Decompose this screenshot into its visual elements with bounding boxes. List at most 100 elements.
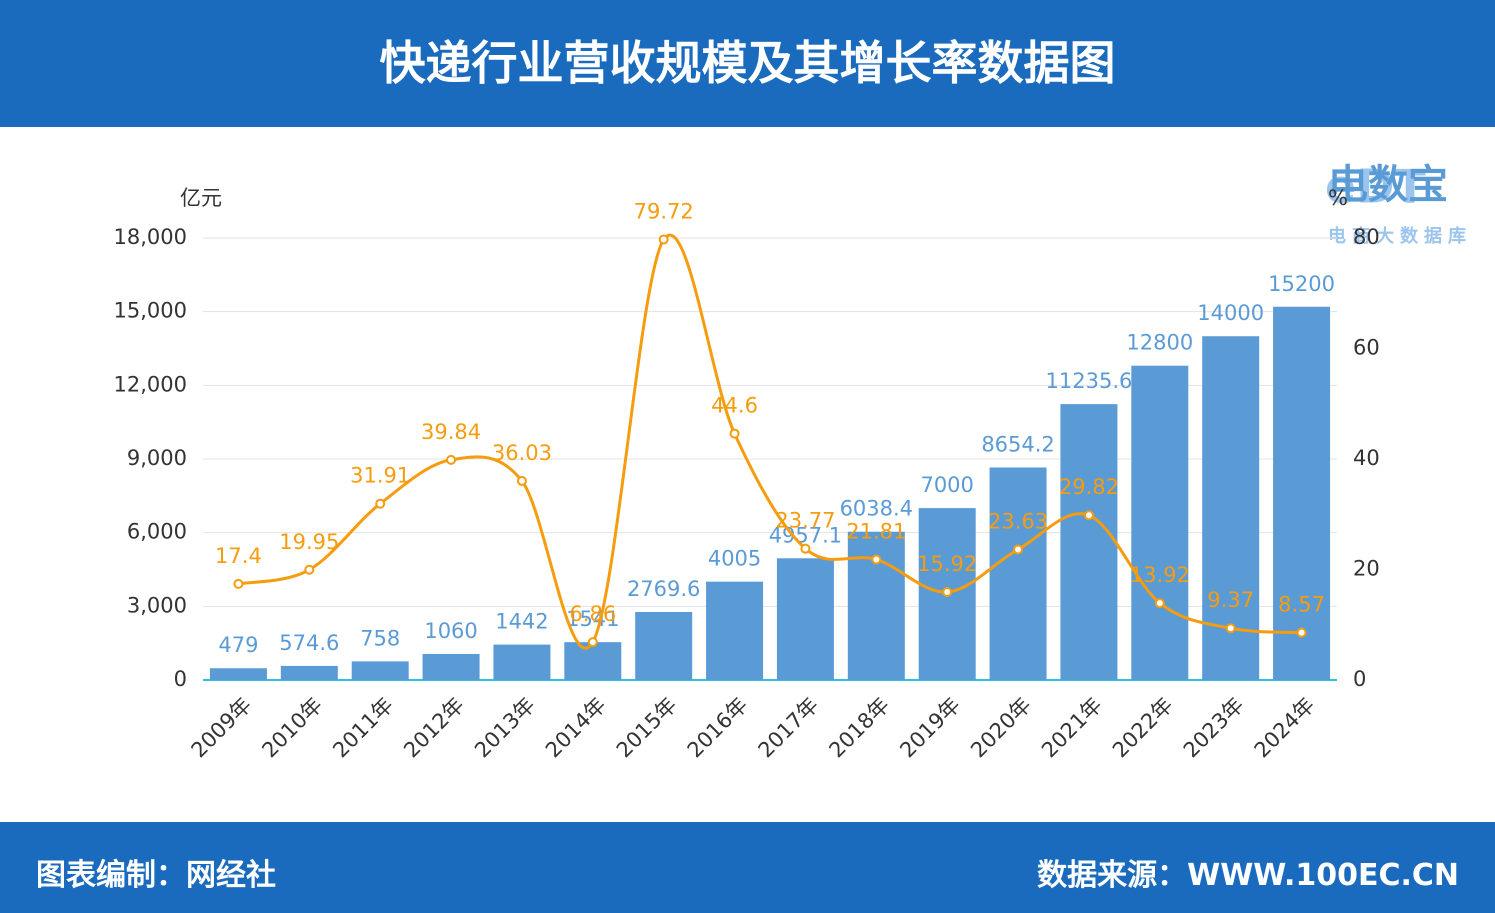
line-point — [304, 564, 315, 575]
bar — [209, 668, 267, 680]
line-point — [942, 587, 953, 598]
logo-mark: eDT — [1325, 160, 1426, 214]
logo-name: 电数宝 — [1328, 162, 1448, 208]
line-point — [233, 578, 244, 589]
y2-tick-label: 80 — [1353, 225, 1380, 249]
x-tick-label: 2023年 — [1179, 693, 1249, 763]
line-value-label: 23.77 — [775, 509, 835, 533]
x-tick-label: 2024年 — [1250, 693, 1320, 763]
y-axis-label: 亿元 — [180, 186, 222, 210]
line-value-label: 17.4 — [215, 544, 262, 568]
bar-value-label: 14000 — [1197, 301, 1264, 325]
x-tick-label: 2009年 — [187, 693, 257, 763]
x-tick-label: 2013年 — [470, 693, 540, 763]
bar — [280, 665, 338, 680]
bar-value-label: 1541 — [566, 607, 619, 631]
x-tick-label: 2020年 — [966, 693, 1036, 763]
bar-value-label: 4957.1 — [769, 523, 842, 547]
line-value-label: 13.92 — [1130, 563, 1190, 587]
x-tick-label: 2015年 — [612, 693, 682, 763]
line-value-label: 6.86 — [569, 602, 616, 626]
line-point — [1013, 544, 1024, 555]
bar-value-label: 4005 — [708, 547, 761, 571]
line-point — [1225, 623, 1236, 634]
x-tick-label: 2017年 — [754, 693, 824, 763]
x-tick-label: 2010年 — [257, 693, 327, 763]
line-value-label: 39.84 — [421, 420, 481, 444]
line-value-label: 15.92 — [917, 552, 977, 576]
line-point — [446, 454, 457, 465]
bar-value-label: 574.6 — [279, 631, 339, 655]
line-value-label: 31.91 — [350, 464, 410, 488]
footer-credit: 图表编制：网经社 — [36, 858, 276, 893]
line-value-label: 36.03 — [492, 441, 552, 465]
bar-value-label: 2769.6 — [627, 577, 700, 601]
y-tick-label: 3,000 — [127, 593, 187, 617]
bar-value-label: 11235.6 — [1046, 369, 1133, 393]
bar — [422, 653, 480, 680]
line-point — [1083, 510, 1094, 521]
x-tick-label: 2022年 — [1108, 693, 1178, 763]
y-tick-label: 9,000 — [127, 446, 187, 470]
line-point — [1154, 598, 1165, 609]
bar-value-label: 1060 — [424, 619, 477, 643]
line-point — [871, 554, 882, 565]
footer: 图表编制：网经社 数据来源：WWW.100EC.CN — [0, 822, 1495, 913]
bar-value-label: 1442 — [495, 610, 548, 634]
bar — [1131, 365, 1189, 680]
bar — [351, 661, 409, 680]
y-tick-label: 12,000 — [114, 372, 187, 396]
bar-value-label: 12800 — [1126, 331, 1193, 355]
x-tick-label: 2019年 — [895, 693, 965, 763]
y-tick-label: 18,000 — [114, 225, 187, 249]
x-tick-label: 2021年 — [1037, 693, 1107, 763]
x-tick-label: 2016年 — [683, 693, 753, 763]
bar-value-label: 15200 — [1268, 272, 1335, 296]
bar-value-label: 479 — [218, 633, 258, 657]
x-tick-label: 2014年 — [541, 693, 611, 763]
x-tick-label: 2011年 — [328, 693, 398, 763]
x-tick-label: 2018年 — [824, 693, 894, 763]
line-point — [729, 428, 740, 439]
line-point — [375, 498, 386, 509]
bar — [1202, 336, 1260, 680]
line-value-label: 21.81 — [846, 519, 906, 543]
line-value-label: 23.63 — [988, 509, 1048, 533]
line-value-label: 8.57 — [1278, 593, 1325, 617]
x-tick-label: 2012年 — [399, 693, 469, 763]
bar — [635, 611, 693, 680]
bar-value-label: 7000 — [920, 473, 973, 497]
y-tick-label: 0 — [174, 667, 187, 691]
y-tick-label: 6,000 — [127, 520, 187, 544]
y2-tick-label: 20 — [1353, 557, 1380, 581]
bar — [564, 642, 622, 680]
line-point — [658, 234, 669, 245]
line-value-label: 44.6 — [711, 394, 758, 418]
line-point — [516, 475, 527, 486]
bar-value-label: 758 — [360, 626, 400, 650]
y2-tick-label: 40 — [1353, 446, 1380, 470]
line-value-label: 19.95 — [279, 530, 339, 554]
bar — [1060, 404, 1118, 680]
bar — [776, 558, 834, 680]
line-value-label: 79.72 — [634, 200, 694, 224]
footer-source: 数据来源：WWW.100EC.CN — [1037, 858, 1459, 893]
bar-value-label: 8654.2 — [981, 432, 1054, 456]
bar — [1273, 306, 1331, 680]
chart: eDT 电数宝 电商大数据库 亿元 % 0 3,000 6,000 9,000 12,0… — [114, 160, 1472, 763]
line-point — [1296, 627, 1307, 638]
bar — [493, 644, 551, 680]
bar — [847, 531, 905, 680]
title: 快递行业营收规模及其增长率数据图 — [379, 36, 1116, 90]
y2-tick-label: 0 — [1353, 667, 1366, 691]
line-point — [800, 543, 811, 554]
line-value-label: 9.37 — [1207, 588, 1254, 612]
bar — [706, 581, 764, 680]
y2-axis-label: % — [1328, 186, 1348, 210]
bar — [989, 467, 1047, 680]
y-tick-label: 15,000 — [114, 299, 187, 323]
logo-sub: 电商大数据库 — [1328, 225, 1472, 247]
header: 快递行业营收规模及其增长率数据图 — [0, 0, 1495, 127]
line-point — [587, 637, 598, 648]
